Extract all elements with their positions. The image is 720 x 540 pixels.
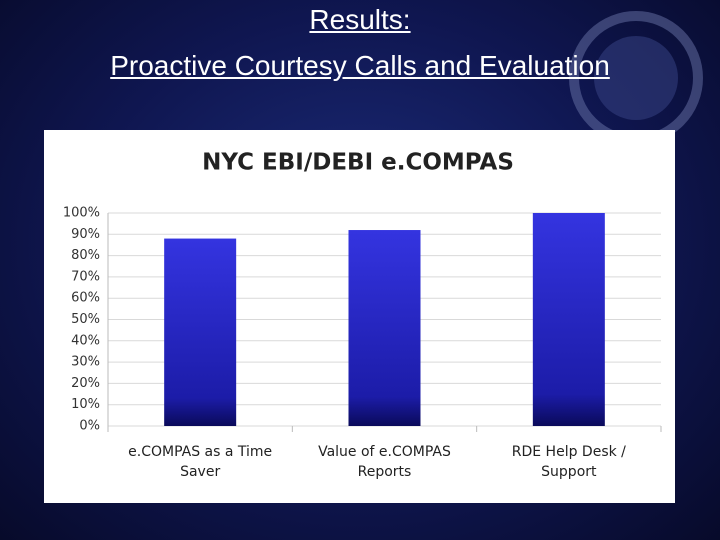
y-tick-label: 20% [71,376,100,391]
bar [164,238,237,426]
title-line: Proactive Courtesy Calls and Evaluation [110,50,610,81]
y-tick-label: 50% [71,312,100,327]
chart-box: NYC EBI/DEBI e.COMPAS 0% 10% 20% 30% 40% 50% 6… [44,130,675,503]
bar [532,213,605,426]
y-tick-label: 70% [71,269,100,284]
y-tick-label: 0% [79,419,100,434]
x-tick-label: Value of e.COMPAS Reports [318,444,451,480]
y-tick-label: 40% [71,333,100,348]
y-tick-label: 100% [63,206,100,221]
y-tick-label: 60% [71,291,100,306]
x-tick-label: e.COMPAS as a Time Saver [128,444,273,480]
chart: NYC EBI/DEBI e.COMPAS 0% 10% 20% 30% 40% 50% 6… [63,150,662,434]
x-tick-label: RDE Help Desk / Support [511,444,626,480]
title-line: Results: [309,4,411,35]
y-tick-label: 10% [71,397,100,412]
y-tick-label: 90% [71,227,100,242]
y-tick-label: 30% [71,355,100,370]
y-tick-label: 80% [71,248,100,263]
bar [348,230,421,426]
chart-title: NYC EBI/DEBI e.COMPAS [202,150,514,176]
